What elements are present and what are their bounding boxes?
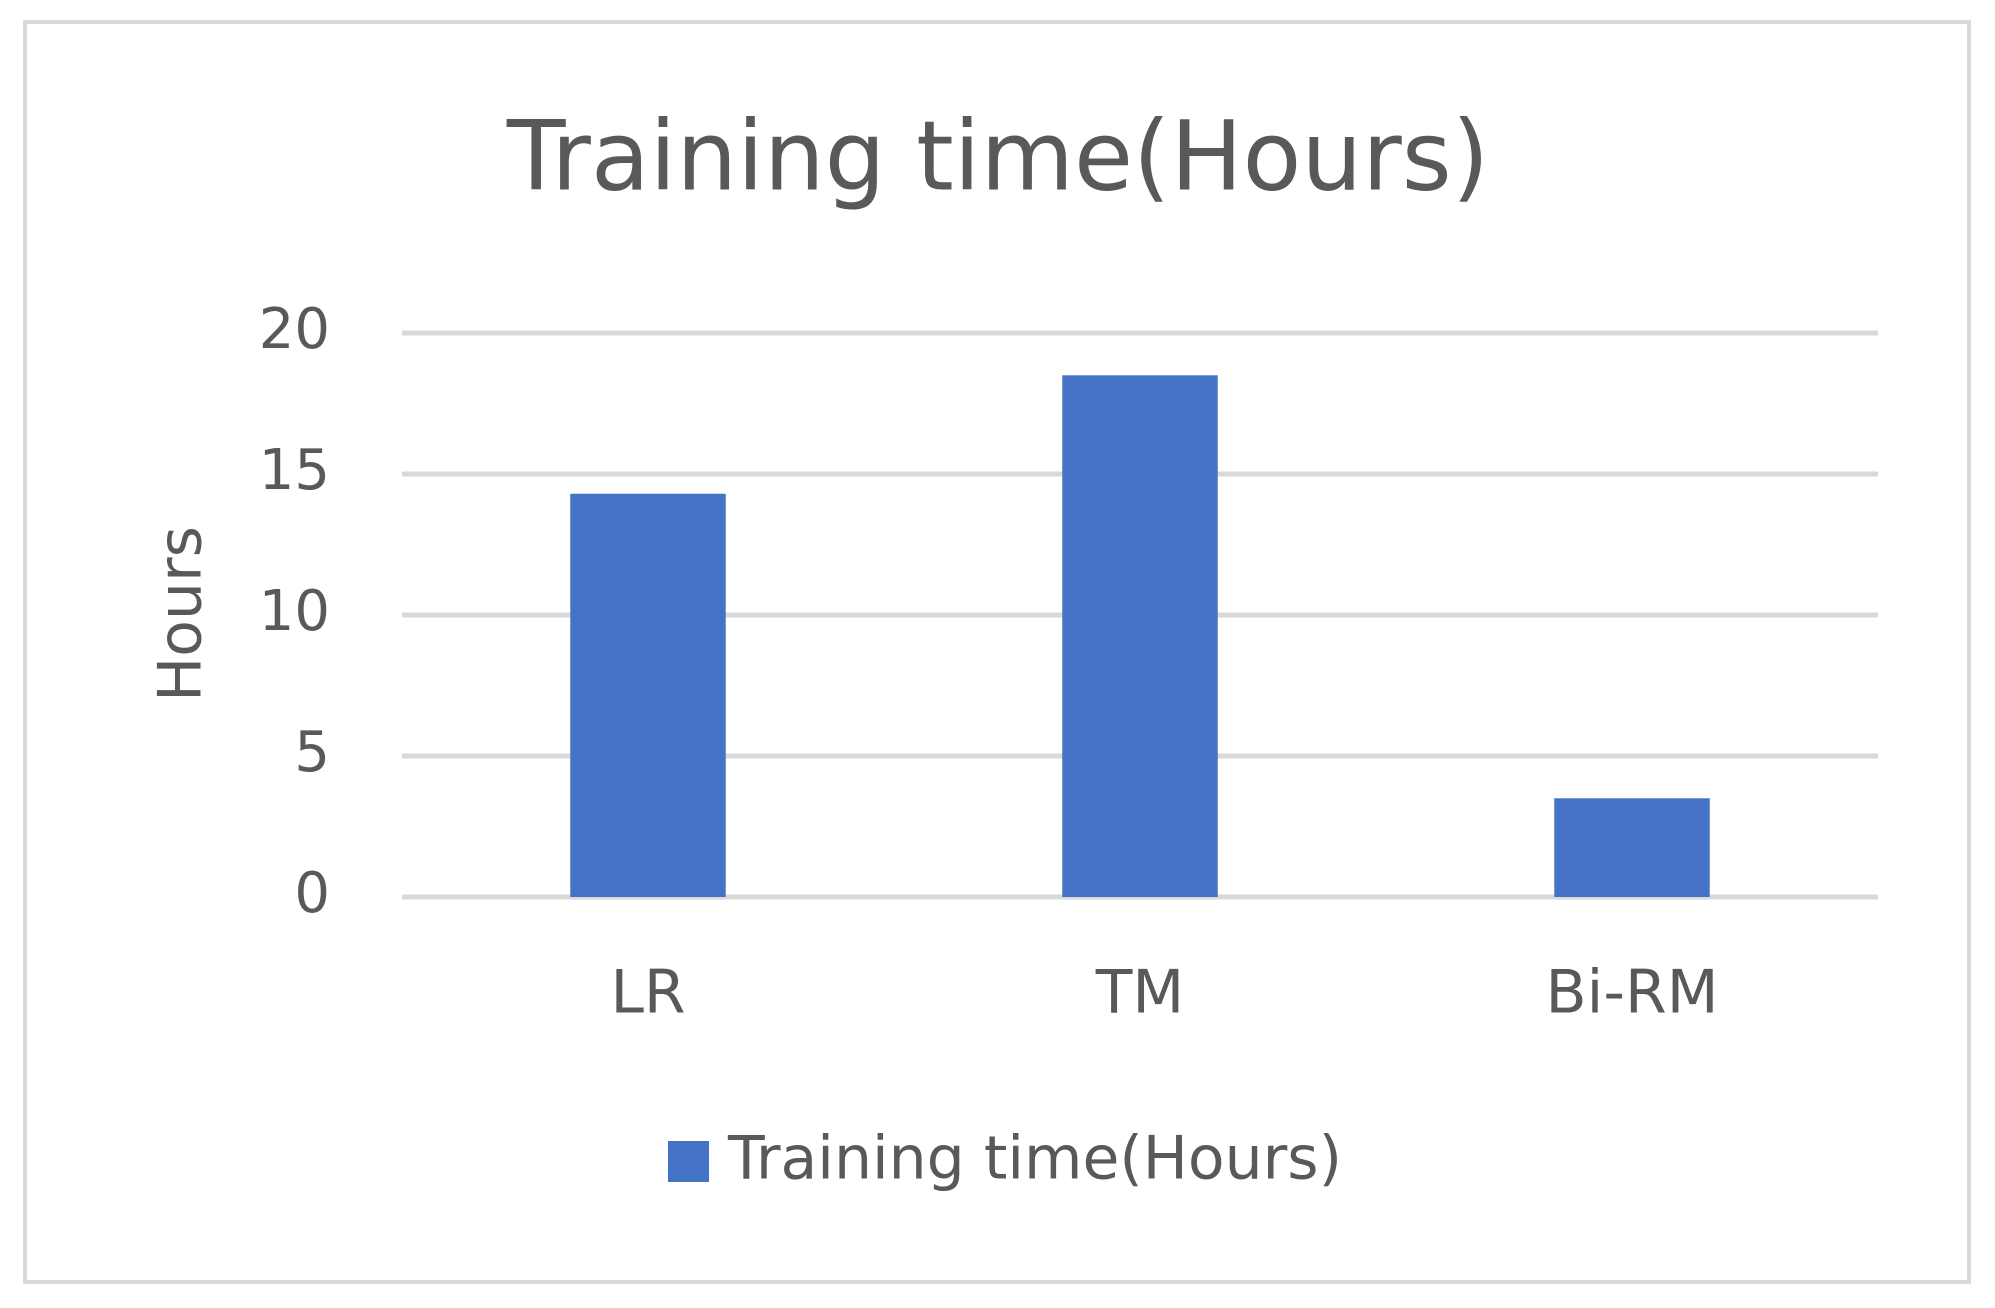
chart-title: Training time(Hours) — [506, 100, 1489, 212]
bar — [1554, 798, 1710, 897]
y-tick-label: 15 — [259, 438, 330, 503]
x-tick-label: Bi-RM — [1546, 958, 1719, 1028]
x-tick-label: LR — [610, 958, 685, 1028]
x-tick-label: TM — [1095, 958, 1184, 1028]
y-axis-label: Hours — [146, 526, 216, 702]
chart-border — [23, 20, 1971, 1284]
y-tick-label: 5 — [294, 720, 330, 785]
bar — [1062, 375, 1218, 897]
y-tick-label: 0 — [294, 861, 330, 926]
y-tick-label: 10 — [259, 579, 330, 644]
bar — [570, 493, 726, 897]
y-tick-label: 20 — [259, 297, 330, 362]
legend-swatch — [668, 1141, 709, 1182]
legend-label: Training time(Hours) — [727, 1124, 1342, 1194]
